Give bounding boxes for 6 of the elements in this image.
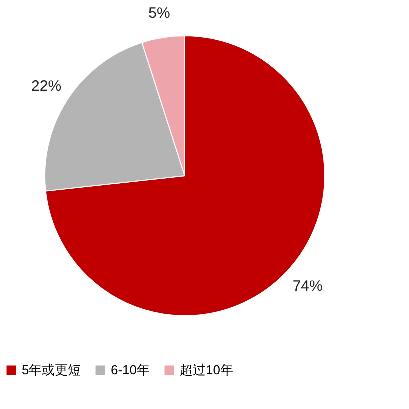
data-label: 5% (148, 4, 170, 22)
legend-label: 5年或更短 (22, 362, 82, 378)
legend-label: 超过10年 (180, 362, 234, 378)
legend-label: 6-10年 (111, 362, 150, 378)
data-label: 22% (32, 78, 62, 96)
data-label: 74% (292, 278, 323, 296)
